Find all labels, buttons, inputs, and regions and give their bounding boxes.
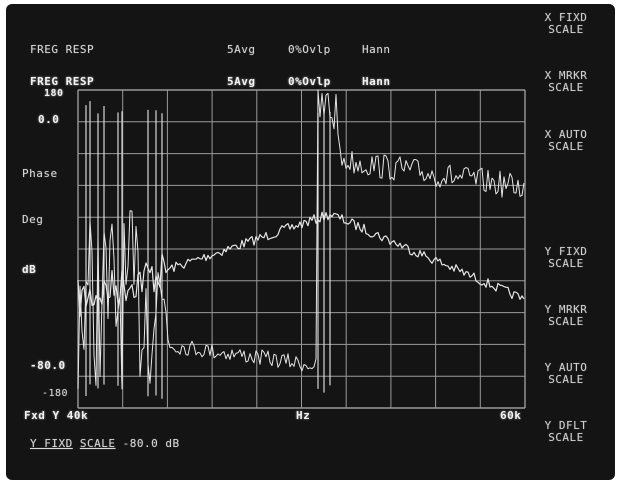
- softkey-y-auto-scale[interactable]: Y AUTO SCALE: [530, 362, 602, 386]
- softkey-line1: Y MRKR: [544, 303, 588, 316]
- softkey-y-fixd-scale[interactable]: Y FIXD SCALE: [530, 246, 602, 270]
- plot-grid: [77, 89, 526, 409]
- softkey-y-dflt-scale[interactable]: Y DFLT SCALE: [530, 420, 602, 444]
- softkey-line1: X FIXD: [544, 11, 588, 24]
- softkey-x-mrkr-scale[interactable]: X MRKR SCALE: [530, 70, 602, 94]
- y-top-label: 180: [44, 88, 64, 99]
- softkey-line1: X AUTO: [544, 128, 588, 141]
- y-ref-label: 0.0: [38, 113, 60, 126]
- softkey-x-fixd-scale[interactable]: X FIXD SCALE: [530, 12, 602, 36]
- phase-trace: [77, 89, 525, 390]
- header1-title: FREG RESP: [30, 43, 95, 56]
- softkey-x-auto-scale[interactable]: X AUTO SCALE: [530, 129, 602, 153]
- header1-window: Hann: [362, 43, 391, 56]
- y-phase-label: Phase: [22, 167, 58, 180]
- y-db-label: dB: [22, 263, 37, 276]
- x-start-label: Fxd Y 40k: [24, 409, 89, 422]
- header1-avg: 5Avg: [227, 43, 256, 56]
- header2-window: Hann: [362, 75, 391, 88]
- y-lower-label: -80.0: [30, 359, 66, 372]
- softkey-line2: SCALE: [548, 257, 584, 270]
- status-value: -80.0 dB: [122, 437, 180, 450]
- x-end-label: 60k: [500, 409, 522, 422]
- softkey-line2: SCALE: [548, 315, 584, 328]
- crt-display: [6, 4, 615, 480]
- status-text2: SCALE: [79, 437, 116, 450]
- softkey-line2: SCALE: [548, 81, 584, 94]
- y-bottom-label: -180: [42, 388, 69, 399]
- softkey-line1: Y DFLT: [544, 419, 588, 432]
- header1-overlap: 0%Ovlp: [288, 43, 331, 56]
- softkey-line2: SCALE: [548, 431, 584, 444]
- x-unit-label: Hz: [296, 409, 311, 422]
- softkey-line1: X MRKR: [544, 69, 588, 82]
- header2-overlap: 0%Ovlp: [288, 75, 331, 88]
- softkey-line2: SCALE: [548, 140, 584, 153]
- plot-traces: [77, 89, 525, 399]
- status-text1: Y FIXD: [30, 437, 73, 450]
- header2-title: FREG RESP: [30, 75, 95, 88]
- y-deg-label: Deg: [22, 213, 44, 226]
- magnitude-trace: [77, 211, 525, 317]
- softkey-line2: SCALE: [548, 373, 584, 386]
- softkey-line2: SCALE: [548, 23, 584, 36]
- softkey-line1: Y FIXD: [544, 245, 588, 258]
- softkey-y-mrkr-scale[interactable]: Y MRKR SCALE: [530, 304, 602, 328]
- header2-avg: 5Avg: [227, 75, 256, 88]
- softkey-line1: Y AUTO: [544, 361, 588, 374]
- status-line: Y FIXD SCALE -80.0 dB: [30, 438, 180, 450]
